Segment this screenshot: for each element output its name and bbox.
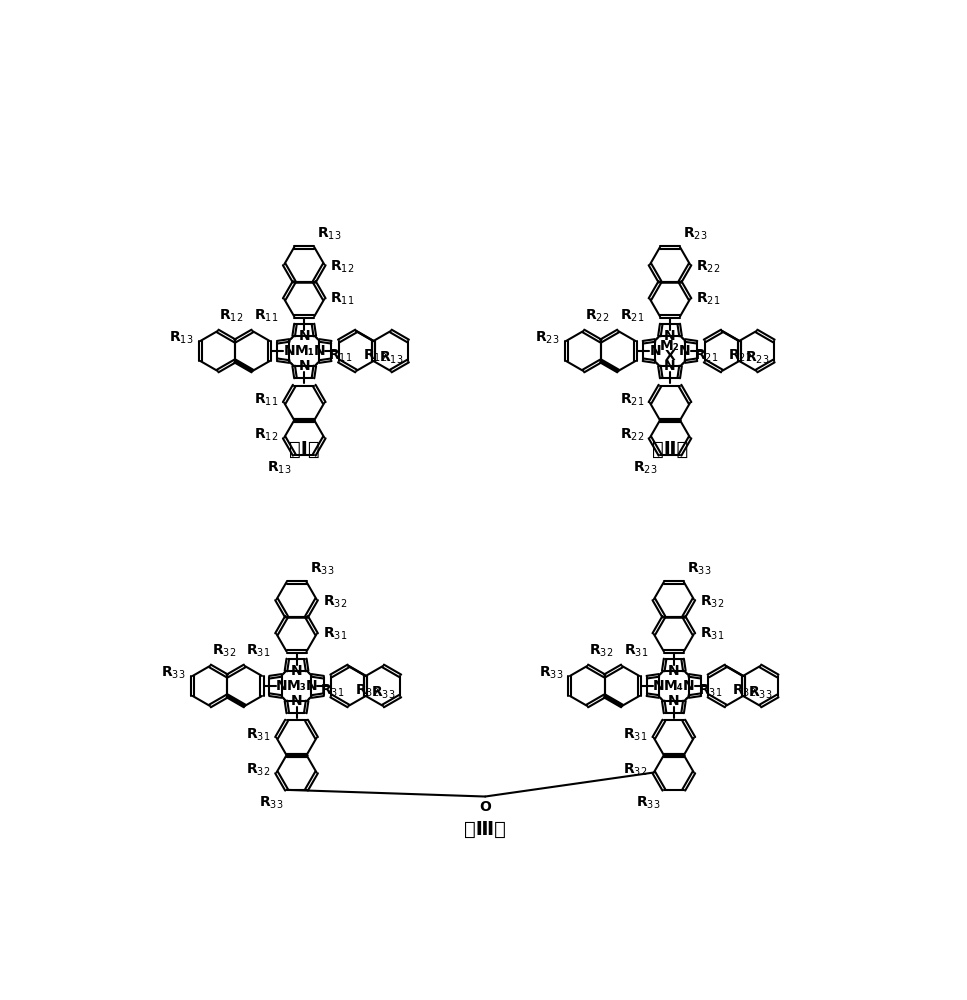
Text: R$_{31}$: R$_{31}$ xyxy=(700,626,724,642)
Text: R$_{22}$: R$_{22}$ xyxy=(620,426,644,443)
Text: M₃: M₃ xyxy=(286,679,307,693)
Text: R$_{32}$: R$_{32}$ xyxy=(700,594,724,610)
Text: R$_{31}$: R$_{31}$ xyxy=(320,683,344,699)
Text: R$_{32}$: R$_{32}$ xyxy=(732,683,756,699)
Text: R$_{11}$: R$_{11}$ xyxy=(328,348,352,364)
Text: R$_{33}$: R$_{33}$ xyxy=(539,665,563,681)
Text: R$_{31}$: R$_{31}$ xyxy=(624,727,648,743)
Text: R$_{33}$: R$_{33}$ xyxy=(636,794,660,811)
Text: R$_{32}$: R$_{32}$ xyxy=(323,594,347,610)
Text: R$_{12}$: R$_{12}$ xyxy=(331,259,355,275)
Text: R$_{32}$: R$_{32}$ xyxy=(355,683,379,699)
Text: R$_{33}$: R$_{33}$ xyxy=(687,561,712,577)
Text: N: N xyxy=(313,344,325,358)
Text: （Ⅰ）: （Ⅰ） xyxy=(289,440,319,459)
Text: R$_{32}$: R$_{32}$ xyxy=(212,643,236,659)
Text: R$_{31}$: R$_{31}$ xyxy=(323,626,347,642)
Text: N: N xyxy=(683,679,694,693)
Text: R$_{11}$: R$_{11}$ xyxy=(253,392,278,408)
Text: N: N xyxy=(283,344,295,358)
Text: R$_{12}$: R$_{12}$ xyxy=(220,308,244,324)
Text: N: N xyxy=(299,329,310,343)
Text: N: N xyxy=(679,344,690,358)
Text: M₁: M₁ xyxy=(294,344,314,358)
Text: N: N xyxy=(291,664,303,678)
Text: R$_{32}$: R$_{32}$ xyxy=(589,643,613,659)
Text: R$_{33}$: R$_{33}$ xyxy=(371,685,396,701)
Text: N: N xyxy=(664,359,676,373)
Text: R$_{32}$: R$_{32}$ xyxy=(624,761,648,778)
Text: R$_{32}$: R$_{32}$ xyxy=(247,761,271,778)
Text: R$_{21}$: R$_{21}$ xyxy=(696,291,720,307)
Text: R$_{31}$: R$_{31}$ xyxy=(247,727,271,743)
Text: N: N xyxy=(299,359,310,373)
Text: R$_{31}$: R$_{31}$ xyxy=(247,643,271,659)
Text: R$_{13}$: R$_{13}$ xyxy=(267,460,291,476)
Text: R$_{31}$: R$_{31}$ xyxy=(697,683,722,699)
Text: X: X xyxy=(664,349,675,363)
Text: N: N xyxy=(668,664,680,678)
Text: R$_{21}$: R$_{21}$ xyxy=(620,392,644,408)
Text: R$_{12}$: R$_{12}$ xyxy=(254,426,278,443)
Text: N: N xyxy=(276,679,287,693)
Text: R$_{33}$: R$_{33}$ xyxy=(748,685,773,701)
Text: R$_{12}$: R$_{12}$ xyxy=(363,348,387,364)
Text: R$_{22}$: R$_{22}$ xyxy=(585,308,609,324)
Text: R$_{22}$: R$_{22}$ xyxy=(696,259,720,275)
Text: R$_{21}$: R$_{21}$ xyxy=(693,348,718,364)
Text: R$_{13}$: R$_{13}$ xyxy=(317,226,341,242)
Text: N: N xyxy=(649,344,660,358)
Text: R$_{22}$: R$_{22}$ xyxy=(728,348,752,364)
Text: R$_{13}$: R$_{13}$ xyxy=(169,330,193,346)
Text: R$_{23}$: R$_{23}$ xyxy=(683,226,708,242)
Text: R$_{11}$: R$_{11}$ xyxy=(331,291,355,307)
Text: R$_{23}$: R$_{23}$ xyxy=(632,460,657,476)
Text: N: N xyxy=(664,329,676,343)
Text: （Ⅱ）: （Ⅱ） xyxy=(652,440,689,459)
Text: R$_{21}$: R$_{21}$ xyxy=(620,308,644,324)
Text: R$_{31}$: R$_{31}$ xyxy=(624,643,648,659)
Text: N: N xyxy=(653,679,664,693)
Text: （Ⅲ）: （Ⅲ） xyxy=(464,820,506,839)
Text: R$_{33}$: R$_{33}$ xyxy=(259,794,283,811)
Text: N: N xyxy=(306,679,317,693)
Text: N: N xyxy=(668,694,680,708)
Text: R$_{23}$: R$_{23}$ xyxy=(535,330,559,346)
Text: M₂: M₂ xyxy=(660,339,680,353)
Text: R$_{33}$: R$_{33}$ xyxy=(161,665,186,681)
Text: O: O xyxy=(480,800,491,814)
Text: R$_{33}$: R$_{33}$ xyxy=(309,561,334,577)
Text: R$_{13}$: R$_{13}$ xyxy=(379,350,403,366)
Text: M₄: M₄ xyxy=(664,679,684,693)
Text: N: N xyxy=(291,694,303,708)
Text: R$_{11}$: R$_{11}$ xyxy=(254,308,278,324)
Text: R$_{23}$: R$_{23}$ xyxy=(745,350,769,366)
